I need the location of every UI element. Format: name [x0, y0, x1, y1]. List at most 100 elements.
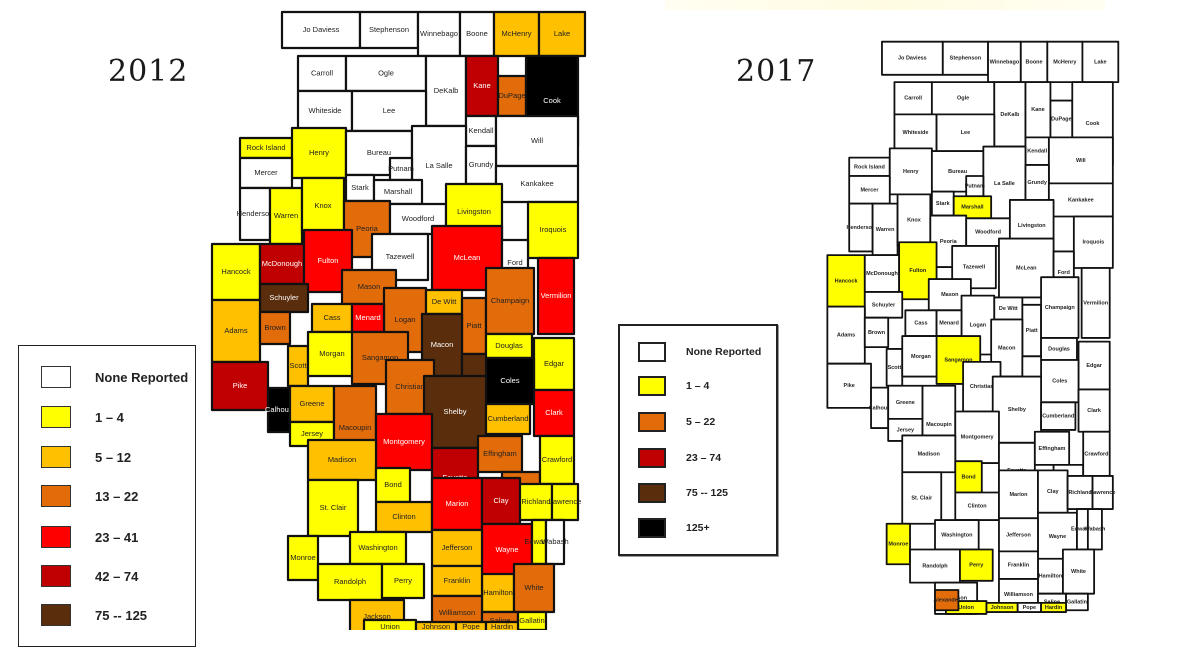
county-label: Marshall — [384, 187, 413, 196]
county-label: Brown — [264, 323, 285, 332]
county-label: Carroll — [311, 68, 333, 77]
legend-item: 75 -- 125 — [638, 483, 728, 503]
county-lawrence: Lawrence — [549, 482, 581, 522]
county-clay: Clay — [480, 476, 522, 526]
county-label: Union — [958, 605, 974, 611]
legend-label: 1 – 4 — [95, 409, 124, 425]
county-wabash: Wabash — [541, 518, 569, 566]
county-label: Mason — [941, 292, 959, 298]
county-greene: Greene — [887, 384, 924, 420]
legend-label: None Reported — [686, 346, 762, 358]
county-pike: Pike — [826, 362, 872, 409]
county-mcdonough: McDonough — [258, 242, 306, 286]
county-will: Will — [1047, 136, 1114, 185]
county-label: Edwards — [524, 537, 553, 546]
county-label: Warren — [274, 211, 298, 220]
county-label: Marshall — [961, 205, 984, 211]
county-label: De Witt — [999, 306, 1018, 312]
county-label: Cumberland — [1042, 414, 1074, 420]
illinois-map-2017: Jo Daviess Stephenson Winnebago Boone McHenr… — [808, 30, 1128, 630]
county-label: Champaign — [1045, 305, 1076, 311]
county-label: Knox — [314, 201, 331, 210]
county-label: Hardin — [491, 622, 513, 630]
county-johnson: Johnson — [985, 601, 1019, 613]
county-label: Lake — [1094, 59, 1107, 65]
county-label: Clinton — [968, 504, 988, 510]
county-label: Menard — [355, 313, 380, 322]
county-label: Scott — [289, 361, 307, 370]
county-label: Jersey — [301, 429, 323, 438]
county-montgomery: Montgomery — [374, 412, 434, 472]
legend-label: 75 -- 125 — [686, 487, 729, 499]
county-label: Wabash — [1084, 527, 1106, 533]
county-label: Madison — [328, 455, 356, 464]
legend-swatch — [638, 483, 666, 503]
county-adams: Adams — [826, 305, 866, 365]
county-montgomery: Montgomery — [954, 410, 1000, 464]
county-label: Lawrence — [1090, 490, 1115, 496]
county-label: Will — [1076, 158, 1086, 164]
county-adams: Adams — [210, 298, 262, 364]
county-label: Johnson — [991, 605, 1015, 611]
legend-item: None Reported — [41, 366, 188, 388]
county-label: Williamson — [1004, 592, 1034, 598]
county-label: Jackson — [363, 612, 391, 621]
county-rock-island: Rock Island — [238, 136, 294, 160]
county-label: Hamilton — [1039, 574, 1063, 580]
county-label: Clark — [1087, 408, 1102, 414]
county-label: Perry — [394, 576, 412, 585]
county-stephenson: Stephenson — [941, 40, 989, 76]
county-label: Edwards — [1071, 527, 1094, 533]
county-label: Perry — [969, 563, 984, 569]
county-label: La Salle — [425, 161, 452, 170]
county-clinton: Clinton — [954, 491, 1000, 521]
county-label: Boone — [1025, 59, 1042, 65]
county-label: Macoupin — [339, 423, 372, 432]
county-label: Franklin — [1008, 563, 1030, 569]
legend-item: 23 – 74 — [638, 448, 721, 468]
legend-item: 42 – 74 — [41, 565, 138, 587]
county-label: McHenry — [501, 29, 531, 38]
county-label: De Witt — [432, 297, 458, 306]
county-label: Woodford — [402, 214, 434, 223]
legend-swatch — [41, 406, 71, 428]
county-label: Putnam — [965, 184, 985, 190]
legend-swatch — [638, 448, 666, 468]
legend-label: 125+ — [686, 522, 710, 534]
county-label: Fulton — [318, 256, 339, 265]
county-label: Iroquois — [1082, 240, 1104, 246]
county-cumberland: Cumberland — [484, 402, 532, 436]
county-label: Richland — [521, 497, 550, 506]
county-label: Shelby — [444, 407, 467, 416]
legend-label: None Reported — [95, 369, 189, 385]
county-brown: Brown — [258, 310, 292, 346]
county-label: Johnson — [422, 622, 450, 630]
county-pike: Pike — [210, 360, 270, 412]
county-whiteside: Whiteside — [296, 89, 354, 133]
county-hardin: Hardin — [484, 620, 520, 630]
county-rock-island: Rock Island — [848, 156, 891, 177]
county-schuyler: Schuyler — [863, 291, 904, 319]
county-label: Woodford — [975, 230, 1001, 236]
county-label: Livingston — [1018, 223, 1046, 229]
county-label: Macon — [998, 345, 1016, 351]
county-mercer: Mercer — [848, 175, 891, 205]
county-kendall: Kendall — [464, 114, 498, 148]
county-washington: Washington — [934, 519, 980, 551]
county-randolph: Randolph — [909, 548, 961, 584]
county-label: Marion — [1009, 492, 1028, 498]
county-clinton: Clinton — [374, 500, 434, 534]
county-ogle: Ogle — [344, 54, 428, 93]
county-henderson: Henderson — [847, 202, 876, 253]
county-label: Peoria — [356, 224, 379, 233]
county-label: Tazewell — [963, 265, 986, 271]
county-label: Calhoun — [869, 405, 892, 411]
county-morgan: Morgan — [901, 335, 941, 378]
county-label: Mason — [358, 282, 381, 291]
county-label: Ford — [507, 258, 522, 267]
county-clark: Clark — [1077, 388, 1111, 433]
county-label: Morgan — [911, 354, 932, 360]
county-tazewell: Tazewell — [370, 232, 430, 282]
county-label: Kane — [473, 81, 491, 90]
county-label: DeKalb — [1000, 112, 1020, 118]
